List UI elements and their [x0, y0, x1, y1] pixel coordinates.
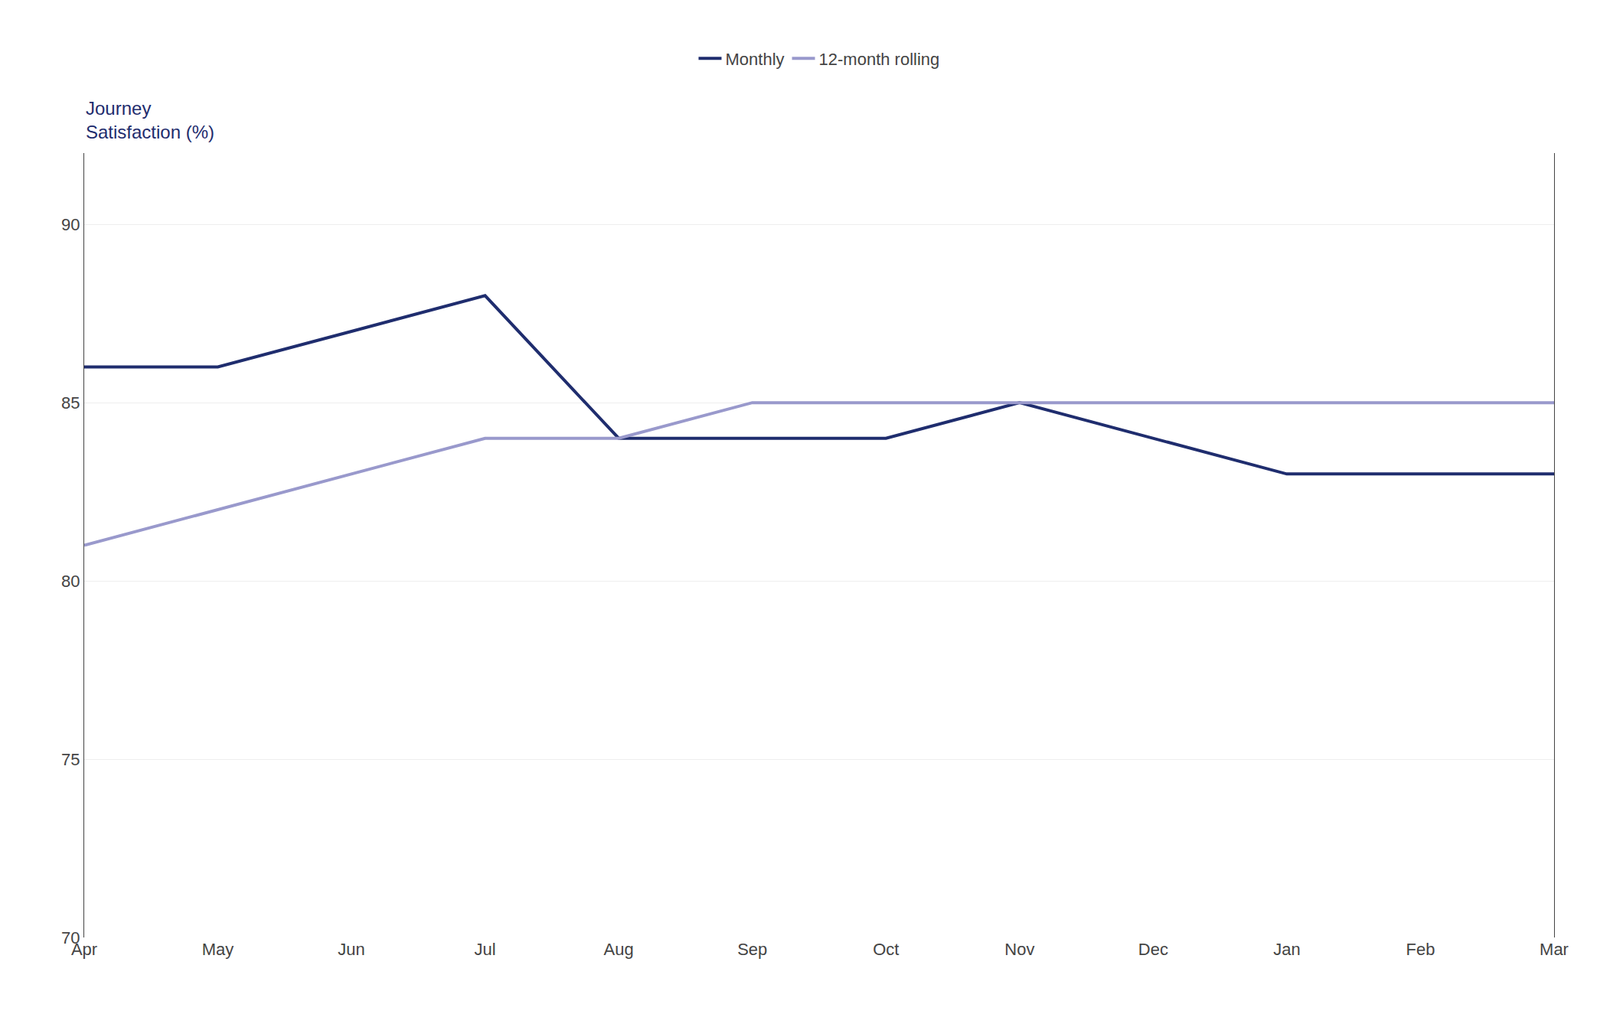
svg-text:JourneySatisfaction (%): JourneySatisfaction (%)	[85, 97, 215, 143]
svg-text:Jul: Jul	[474, 940, 497, 960]
svg-text:Jun: Jun	[337, 940, 365, 960]
svg-text:75: 75	[61, 750, 80, 770]
svg-text:Mar: Mar	[1539, 940, 1569, 960]
svg-text:90: 90	[61, 215, 80, 235]
svg-text:Oct: Oct	[872, 940, 899, 960]
svg-text:12-month rolling: 12-month rolling	[819, 49, 941, 69]
svg-text:Monthly: Monthly	[725, 49, 785, 69]
svg-text:Feb: Feb	[1405, 940, 1435, 960]
svg-text:85: 85	[61, 393, 80, 413]
svg-text:Dec: Dec	[1138, 940, 1169, 960]
svg-text:70: 70	[61, 928, 80, 948]
svg-text:80: 80	[61, 571, 80, 592]
svg-text:Sep: Sep	[737, 940, 768, 960]
svg-text:Nov: Nov	[1004, 940, 1035, 960]
svg-text:Aug: Aug	[604, 940, 634, 960]
svg-text:Jan: Jan	[1273, 940, 1300, 960]
svg-text:May: May	[202, 940, 235, 960]
svg-text:Apr: Apr	[71, 940, 98, 960]
